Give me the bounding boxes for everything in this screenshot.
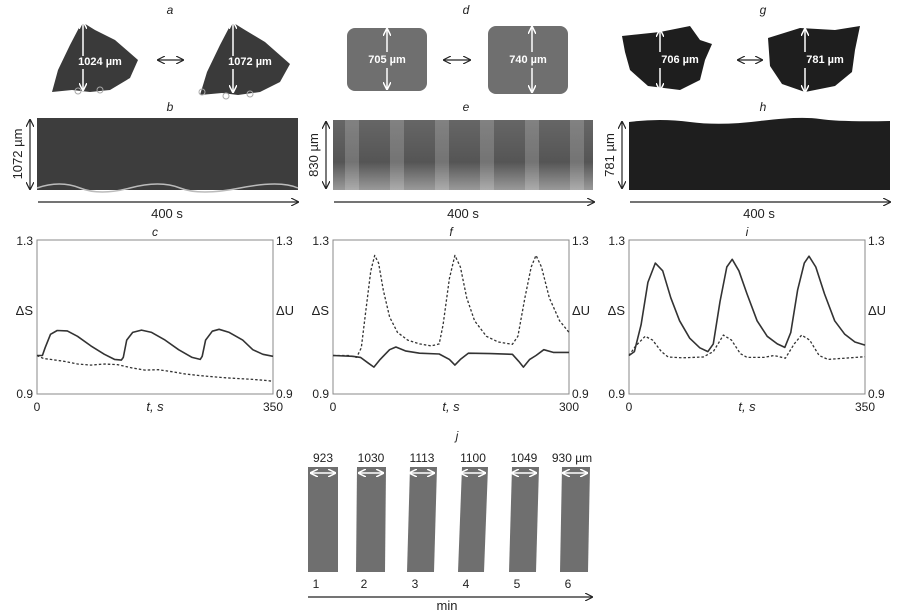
strip-image	[458, 467, 488, 572]
kymograph-h	[629, 117, 890, 190]
series-line-dashed	[628, 334, 866, 361]
strip-image	[509, 467, 539, 572]
strip-1: 923 1	[308, 451, 338, 591]
strip-width-label: 923	[313, 451, 333, 465]
kymograph-b-time-label: 400 s	[151, 206, 183, 221]
strip-6: 930 µm 6	[552, 451, 592, 591]
strip-width-label: 1100	[460, 451, 486, 465]
x-axis-label: t, s	[442, 399, 460, 414]
strip-image	[308, 467, 338, 572]
kymograph-e-height-label: 830 µm	[306, 133, 321, 177]
sample-a-right-label: 1072 µm	[228, 56, 272, 68]
panel-letter-g: g	[760, 3, 767, 17]
y-tick-left-bottom: 0.9	[16, 387, 33, 401]
y-tick-right-bottom: 0.9	[572, 387, 589, 401]
panel-letter-i: i	[746, 225, 749, 239]
sample-g-left: 706 µm	[622, 26, 712, 90]
chart-f: f 1.3 0.9 1.3 0.9 ΔS ΔU 0 300 t, s	[312, 225, 590, 414]
y-tick-right-top: 1.3	[868, 234, 885, 248]
x-axis-label: t, s	[738, 399, 756, 414]
sample-a-left-label: 1024 µm	[78, 56, 122, 68]
x-tick-end: 350	[855, 400, 875, 414]
charts: c 1.3 0.9 1.3 0.9 ΔS ΔU 0 350 t, s f 1.3 0.9 1.3 0.9 ΔS…	[16, 225, 886, 414]
strip-image	[407, 467, 437, 572]
y-tick-left-bottom: 0.9	[608, 387, 625, 401]
plot-frame	[36, 239, 274, 395]
y-axis-label-left: ΔS	[16, 303, 34, 318]
strip-index-label: 3	[412, 577, 419, 591]
strip-5: 1049 5	[509, 451, 539, 591]
y-tick-right-bottom: 0.9	[868, 387, 885, 401]
panel-letter-a: a	[167, 3, 174, 17]
strip-index-label: 2	[361, 577, 368, 591]
panel-letter-h: h	[760, 100, 767, 114]
sample-g-right: 781 µm	[768, 26, 860, 92]
panel-letter-b: b	[167, 100, 174, 114]
chart-i: i 1.3 0.9 1.3 0.9 ΔS ΔU 0 350 t, s	[608, 225, 886, 414]
x-tick-start: 0	[626, 400, 633, 414]
strip-width-label: 1030	[358, 451, 385, 465]
strip-image	[560, 467, 590, 572]
sample-a-right: 1072 µm	[198, 22, 290, 100]
sample-d-left: 705 µm	[347, 28, 427, 91]
kymograph-h-height-label: 781 µm	[602, 133, 617, 177]
plot-frame	[628, 239, 866, 395]
strip-2: 1030 2	[356, 451, 386, 591]
panel-letter-e: e	[463, 100, 470, 114]
kymograph-h-time-label: 400 s	[743, 206, 775, 221]
y-tick-left-top: 1.3	[608, 234, 625, 248]
series-line-solid	[332, 346, 569, 368]
panel-letter-f: f	[449, 225, 454, 239]
sample-a-left: 1024 µm	[52, 22, 138, 95]
kymograph-e-time-label: 400 s	[447, 206, 479, 221]
y-tick-right-top: 1.3	[276, 234, 293, 248]
strip-axis-label: min	[437, 598, 458, 613]
series-line-solid	[628, 255, 866, 357]
y-axis-label-right: ΔU	[572, 303, 590, 318]
strip-index-label: 6	[565, 577, 572, 591]
x-tick-start: 0	[330, 400, 337, 414]
y-axis-label-left: ΔS	[312, 303, 330, 318]
kymograph-b-height-label: 1072 µm	[10, 129, 25, 180]
strip-4: 1100 4	[458, 451, 488, 591]
series-line-solid	[37, 328, 274, 361]
x-axis-label: t, s	[146, 399, 164, 414]
panel-letter-d: d	[463, 3, 470, 17]
y-axis-label-right: ΔU	[868, 303, 886, 318]
strip-index-label: 5	[514, 577, 521, 591]
sample-d-left-label: 705 µm	[368, 54, 406, 66]
series-line-dashed	[36, 354, 274, 382]
y-tick-left-bottom: 0.9	[312, 387, 329, 401]
x-tick-end: 350	[263, 400, 283, 414]
y-tick-right-top: 1.3	[572, 234, 589, 248]
strip-width-label: 930 µm	[552, 451, 592, 465]
sample-g-left-label: 706 µm	[661, 54, 699, 66]
x-tick-end: 300	[559, 400, 579, 414]
strip-width-label: 1049	[511, 451, 538, 465]
y-axis-label-right: ΔU	[276, 303, 294, 318]
y-axis-label-left: ΔS	[608, 303, 626, 318]
strip-3: 1113 3	[407, 451, 437, 591]
y-tick-left-top: 1.3	[312, 234, 329, 248]
y-tick-right-bottom: 0.9	[276, 387, 293, 401]
sample-d-right-label: 740 µm	[509, 54, 547, 66]
sample-d-right: 740 µm	[488, 26, 568, 94]
panel-letter-j: j	[454, 429, 459, 443]
strip-index-label: 1	[313, 577, 320, 591]
plot-frame	[332, 239, 570, 395]
strip-index-label: 4	[463, 577, 470, 591]
y-tick-left-top: 1.3	[16, 234, 33, 248]
series-line-dashed	[333, 254, 570, 359]
kymograph-e	[333, 120, 593, 190]
chart-c: c 1.3 0.9 1.3 0.9 ΔS ΔU 0 350 t, s	[16, 225, 294, 414]
strip-image	[356, 467, 386, 572]
panel-letter-c: c	[152, 225, 158, 239]
x-tick-start: 0	[34, 400, 41, 414]
kymograph-b	[36, 118, 299, 193]
strip-series-j: 923 1 1030 2 1113 3 1100 4 1049 5 930 µm 6	[308, 451, 592, 591]
sample-g-right-label: 781 µm	[806, 54, 844, 66]
strip-width-label: 1113	[410, 451, 435, 465]
